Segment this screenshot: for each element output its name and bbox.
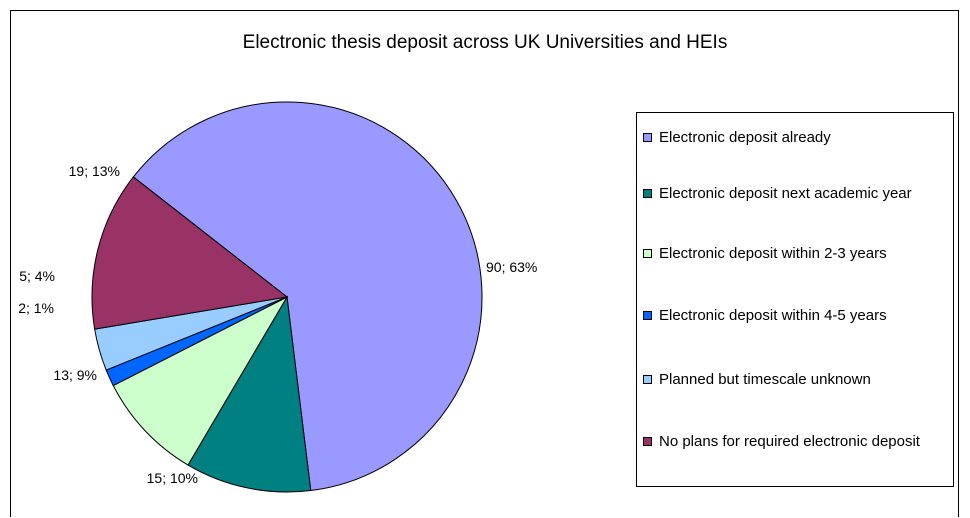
legend-item: Electronic deposit next academic year xyxy=(643,184,949,204)
slice-data-label: 19; 13% xyxy=(69,163,120,179)
legend-swatch xyxy=(643,249,652,258)
legend-swatch xyxy=(643,189,652,198)
legend-swatch xyxy=(643,311,652,320)
legend-label: Electronic deposit within 4-5 years xyxy=(659,307,887,324)
legend-label: Electronic deposit next academic year xyxy=(659,185,912,202)
slice-data-label: 2; 1% xyxy=(18,300,54,316)
pie-slice xyxy=(132,101,483,492)
chart-title: Electronic thesis deposit across UK Univ… xyxy=(242,32,728,53)
pie-slice xyxy=(91,176,289,330)
legend-item: No plans for required electronic deposit xyxy=(643,432,949,452)
legend-item: Electronic deposit already xyxy=(643,128,949,148)
legend-swatch xyxy=(643,133,652,142)
legend-label: Electronic deposit already xyxy=(659,129,831,146)
legend-item: Planned but timescale unknown xyxy=(643,370,949,390)
legend-item: Electronic deposit within 4-5 years xyxy=(643,306,949,326)
pie-slice xyxy=(187,295,312,493)
slice-data-label: 5; 4% xyxy=(19,268,55,284)
legend-label: No plans for required electronic deposit xyxy=(659,433,920,450)
slice-data-label: 13; 9% xyxy=(53,367,97,383)
legend-label: Electronic deposit within 2-3 years xyxy=(659,245,887,262)
slice-data-label: 15; 10% xyxy=(147,470,198,486)
pie-slice xyxy=(112,295,289,466)
legend-swatch xyxy=(643,375,652,384)
legend-item: Electronic deposit within 2-3 years xyxy=(643,244,949,264)
chart-legend: Electronic deposit already Electronic de… xyxy=(636,112,954,487)
slice-data-label: 90; 63% xyxy=(486,259,537,275)
legend-swatch xyxy=(643,437,652,446)
legend-label: Planned but timescale unknown xyxy=(659,371,871,388)
